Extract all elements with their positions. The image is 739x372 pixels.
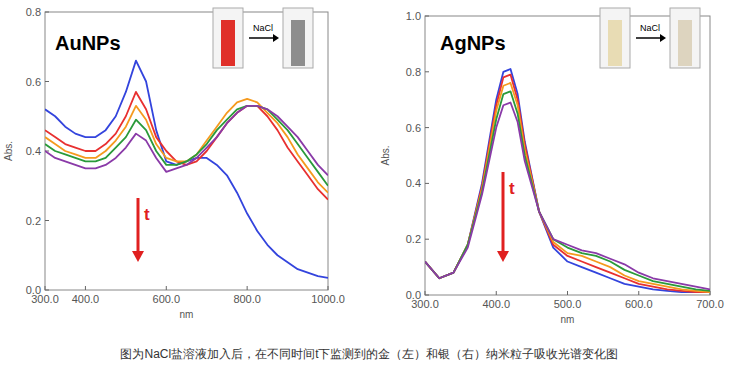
y-tick-label: 0.0 bbox=[26, 284, 41, 296]
y-tick bbox=[45, 290, 49, 291]
series-group bbox=[45, 61, 328, 278]
time-arrow bbox=[137, 198, 140, 254]
y-tick bbox=[425, 16, 429, 17]
inset-arrow-head bbox=[273, 34, 279, 42]
series-line bbox=[425, 75, 710, 293]
cuvette bbox=[670, 8, 700, 68]
cuvette-liquid bbox=[608, 20, 622, 66]
x-tick bbox=[638, 291, 639, 295]
x-tick-label: 800.0 bbox=[233, 293, 261, 305]
y-tick-label: 0.6 bbox=[26, 76, 41, 88]
y-axis-label: Abs. bbox=[380, 145, 391, 165]
x-tick bbox=[328, 286, 329, 290]
series-line bbox=[45, 92, 328, 200]
annotation: t bbox=[144, 205, 150, 224]
x-tick-label: 400.0 bbox=[72, 293, 100, 305]
x-tick bbox=[496, 291, 497, 295]
y-tick bbox=[45, 12, 49, 13]
x-tick-label: 700.0 bbox=[696, 298, 724, 310]
x-tick bbox=[45, 286, 46, 290]
plot-frame bbox=[425, 16, 710, 295]
x-tick-label: 1000.0 bbox=[311, 293, 345, 305]
cuvette-liquid bbox=[291, 20, 305, 66]
y-tick-label: 0.8 bbox=[26, 6, 41, 18]
x-tick bbox=[247, 286, 248, 290]
x-tick-label: 500.0 bbox=[554, 298, 582, 310]
y-tick bbox=[425, 183, 429, 184]
y-tick-label: 0.6 bbox=[406, 122, 421, 134]
cuvette bbox=[283, 8, 313, 68]
time-arrow-head bbox=[132, 251, 144, 262]
series-line bbox=[425, 83, 710, 292]
y-tick bbox=[45, 220, 49, 221]
y-tick bbox=[425, 295, 429, 296]
inset-arrow bbox=[249, 37, 275, 39]
time-arrow-head bbox=[497, 251, 509, 262]
x-tick-label: 600.0 bbox=[153, 293, 181, 305]
annotation: NaCl bbox=[253, 23, 273, 33]
y-axis-label: Abs. bbox=[3, 141, 14, 161]
x-tick-label: 600.0 bbox=[625, 298, 653, 310]
cuvette-liquid bbox=[678, 20, 692, 66]
x-tick-label: 400.0 bbox=[482, 298, 510, 310]
x-tick bbox=[567, 291, 568, 295]
y-tick bbox=[425, 239, 429, 240]
series-line bbox=[45, 106, 328, 175]
y-tick-label: 0.0 bbox=[406, 289, 421, 301]
chart-panel: 300.0400.0600.0800.01000.00.00.20.40.60.… bbox=[3, 6, 345, 320]
series-group bbox=[425, 69, 710, 292]
chart-title: AgNPs bbox=[440, 32, 506, 54]
series-line bbox=[425, 69, 710, 292]
x-tick bbox=[166, 286, 167, 290]
y-tick-label: 1.0 bbox=[406, 10, 421, 22]
y-tick bbox=[425, 71, 429, 72]
series-line bbox=[425, 102, 710, 289]
series-line bbox=[45, 61, 328, 278]
cuvette bbox=[213, 8, 243, 68]
series-line bbox=[45, 106, 328, 186]
cuvette bbox=[600, 8, 630, 68]
annotation: t bbox=[509, 179, 515, 198]
series-line bbox=[45, 99, 328, 193]
y-tick-label: 0.4 bbox=[26, 145, 41, 157]
inset-arrow-head bbox=[660, 34, 666, 42]
time-arrow bbox=[502, 172, 505, 254]
caption: 图为NaCl盐溶液加入后，在不同时间t下监测到的金（左）和银（右）纳米粒子吸收光… bbox=[120, 347, 618, 361]
y-tick-label: 0.2 bbox=[406, 233, 421, 245]
chart-title: AuNPs bbox=[55, 32, 121, 54]
y-tick bbox=[425, 127, 429, 128]
inset-arrow bbox=[636, 37, 662, 39]
x-tick bbox=[425, 291, 426, 295]
figure: 300.0400.0600.0800.01000.00.00.20.40.60.… bbox=[0, 0, 739, 372]
chart-panel: 300.0400.0500.0600.0700.00.00.20.40.60.8… bbox=[380, 8, 724, 325]
annotation: NaCl bbox=[640, 23, 660, 33]
x-axis-label: nm bbox=[180, 309, 194, 320]
y-tick-label: 0.2 bbox=[26, 215, 41, 227]
series-line bbox=[425, 91, 710, 290]
x-axis-label: nm bbox=[561, 314, 575, 325]
y-tick-label: 0.8 bbox=[406, 66, 421, 78]
cuvette-liquid bbox=[221, 20, 235, 66]
y-tick bbox=[45, 81, 49, 82]
y-tick-label: 0.4 bbox=[406, 177, 421, 189]
x-tick bbox=[85, 286, 86, 290]
